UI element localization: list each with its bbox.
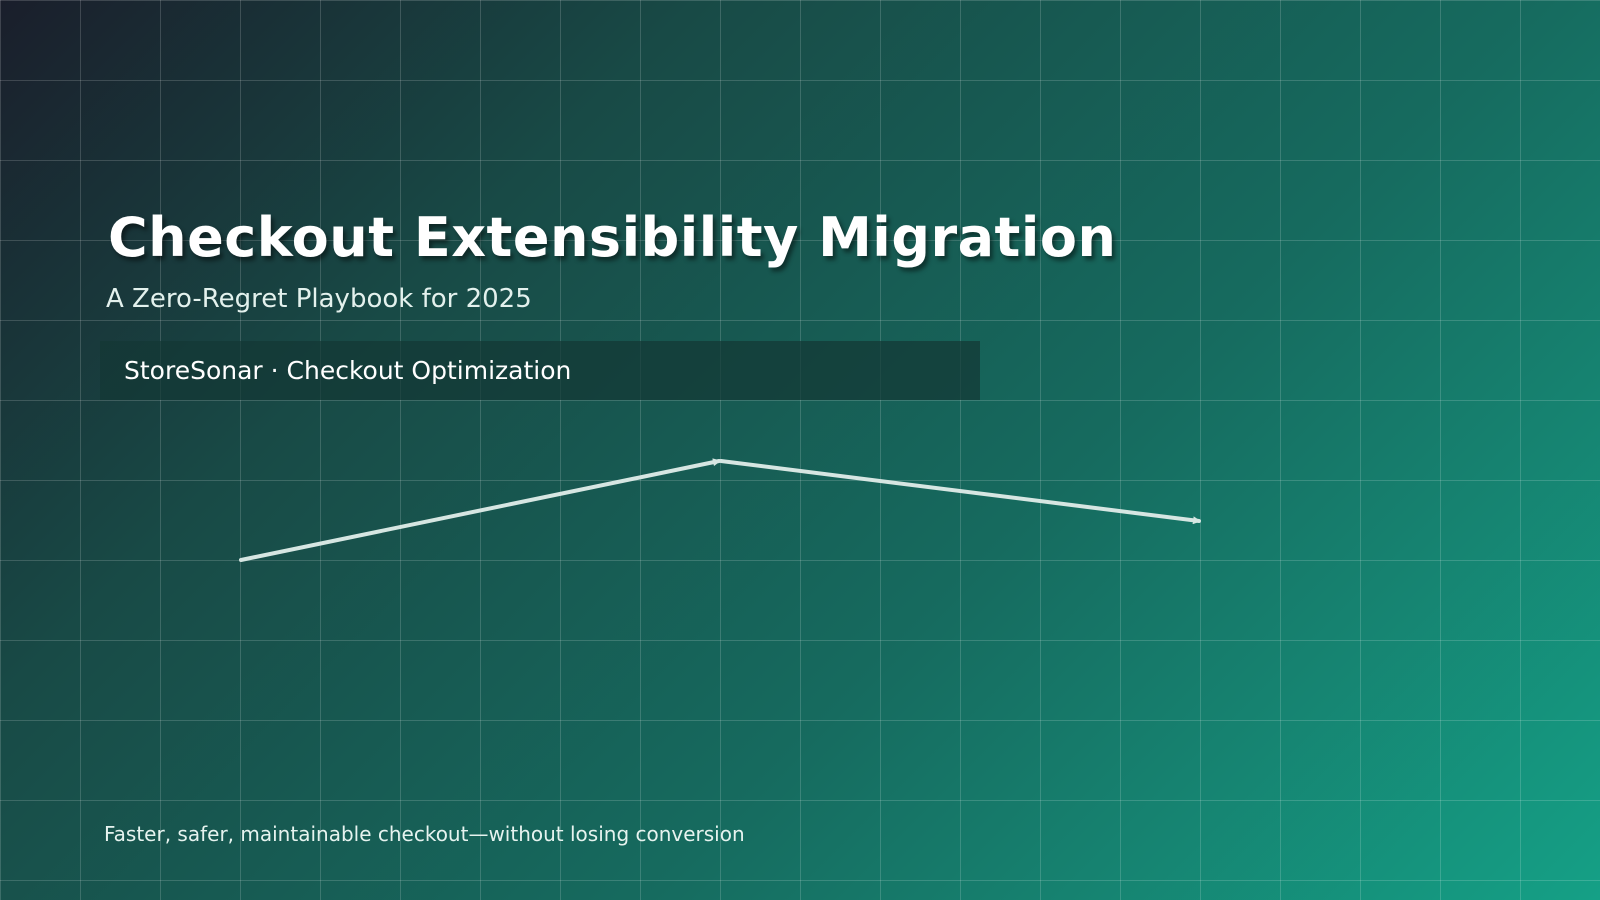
slide-subtitle: A Zero-Regret Playbook for 2025	[106, 284, 532, 314]
brand-banner: StoreSonar · Checkout Optimization	[100, 341, 980, 400]
brand-line: StoreSonar · Checkout Optimization	[124, 356, 572, 385]
arrow-falling-icon	[719, 459, 1201, 525]
slide-title: Checkout Extensibility Migration	[108, 206, 1117, 269]
slide-tagline: Faster, safer, maintainable checkout—wit…	[104, 822, 745, 846]
arrow-rising-icon	[239, 458, 721, 562]
